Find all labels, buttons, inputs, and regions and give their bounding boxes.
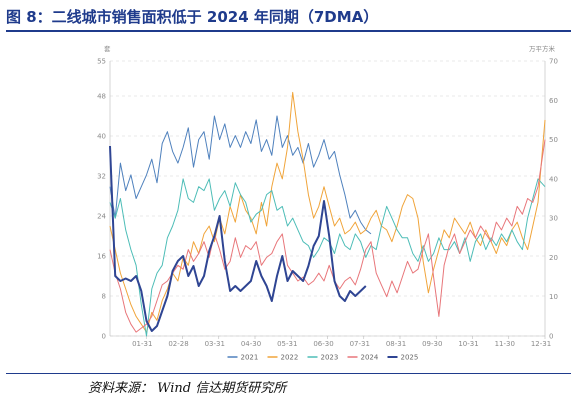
series-line-2022 [109, 91, 546, 333]
y-right-tick-label: 10 [549, 293, 558, 301]
x-tick-label: 04-30 [241, 340, 261, 348]
y-left-tick-label: 24 [97, 213, 106, 221]
x-tick-label: 02-28 [168, 340, 188, 348]
footer-divider [6, 373, 571, 374]
y-left-tick-label: 8 [102, 293, 106, 301]
x-tick-label: 07-31 [350, 340, 370, 348]
series-line-2023 [109, 178, 546, 337]
legend-label-2021: 2021 [241, 354, 259, 362]
x-tick-label: 09-30 [422, 340, 442, 348]
y-left-tick-label: 0 [102, 333, 106, 341]
source-note: 资料来源： Wind 信达期货研究所 [88, 381, 287, 396]
series-line-2024 [109, 139, 546, 333]
y-right-tick-label: 30 [549, 215, 558, 223]
x-tick-label: 11-30 [495, 340, 515, 348]
x-tick-label: 10-31 [458, 340, 478, 348]
x-tick-label: 03-31 [205, 340, 225, 348]
y-left-tick-label: 55 [97, 58, 106, 66]
legend-label-2025: 2025 [401, 354, 419, 362]
y-right-tick-label: 0 [549, 333, 553, 341]
y-right-tick-label: 50 [549, 136, 558, 144]
legend-label-2024: 2024 [361, 354, 379, 362]
y-left-tick-label: 16 [97, 253, 106, 261]
y-left-tick-label: 32 [97, 173, 106, 181]
legend-label-2023: 2023 [321, 354, 339, 362]
y-right-tick-label: 70 [549, 58, 558, 66]
y-left-tick-label: 48 [97, 93, 106, 101]
y-left-unit: 套 [104, 44, 111, 53]
x-tick-label: 08-31 [386, 340, 406, 348]
legend-label-2022: 2022 [281, 354, 299, 362]
y-right-tick-label: 60 [549, 97, 558, 105]
y-left-tick-label: 40 [97, 133, 106, 141]
figure-title: 图 8：二线城市销售面积低于 2024 年同期（7DMA） [6, 8, 379, 26]
y-right-tick-label: 20 [549, 254, 558, 262]
y-right-tick-label: 40 [549, 175, 558, 183]
line-chart: 0 8 16 24 32 40 48 55 0 10 20 30 40 50 60 70 套 万平方米 01-31 0… [97, 44, 558, 362]
x-tick-label: 01-31 [132, 340, 152, 348]
series-layer [109, 91, 546, 337]
y-right-unit: 万平方米 [529, 44, 556, 53]
series-line-2021 [109, 115, 372, 235]
chart-legend: 2021 2022 2023 2024 2025 [227, 354, 419, 362]
x-tick-label: 05-31 [277, 340, 297, 348]
x-tick-label: 06-30 [313, 340, 333, 348]
series-line-2025 [109, 145, 367, 332]
chart-axes: 0 8 16 24 32 40 48 55 0 10 20 30 40 50 60 70 套 万平方米 01-31 0… [97, 44, 558, 348]
title-divider [6, 30, 571, 32]
x-tick-label: 12-31 [531, 340, 551, 348]
